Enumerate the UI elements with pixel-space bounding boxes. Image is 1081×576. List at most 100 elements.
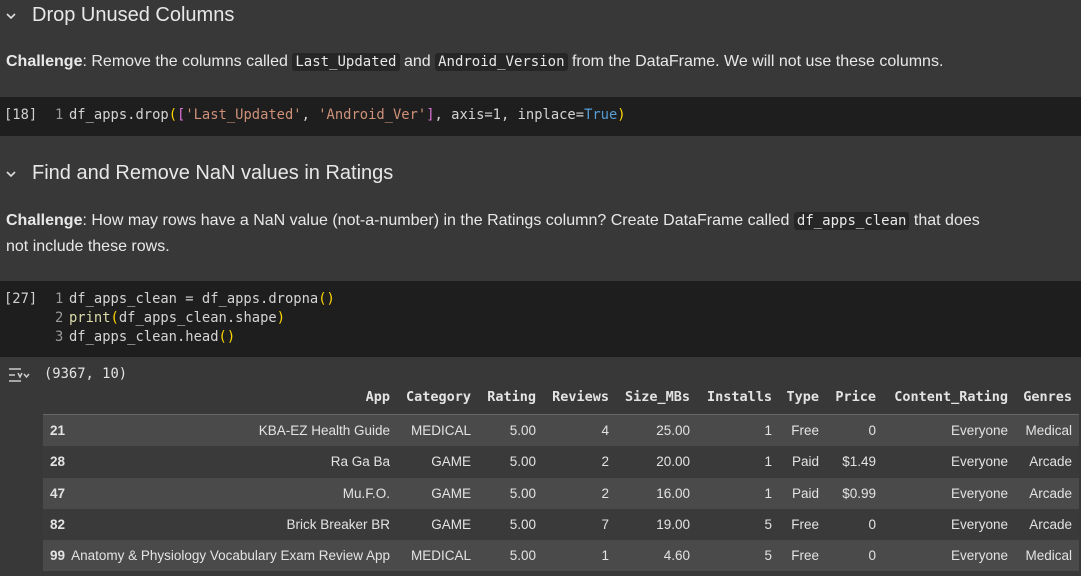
- code: ,: [301, 107, 319, 123]
- table-cell: MEDICAL: [410, 423, 471, 438]
- table-cell: 4: [601, 423, 609, 438]
- table-cell: Mu.F.O.: [342, 485, 390, 501]
- table-cell: 25.00: [656, 423, 690, 438]
- execution-count: [27]: [4, 291, 38, 307]
- table-cell: Arcade: [1029, 485, 1072, 501]
- column-header: Category: [405, 389, 471, 405]
- row-index: 82: [50, 516, 66, 532]
- text: from the DataFrame. We will not use thes…: [567, 53, 944, 70]
- table-cell: 4.60: [663, 548, 690, 564]
- bold-text: Challenge: [6, 53, 83, 70]
- code: (: [318, 291, 327, 307]
- table-cell: 16.00: [656, 485, 690, 501]
- table-row: [43, 415, 1079, 446]
- table-row: [43, 446, 1079, 478]
- code-line: df_apps_clean.head(): [69, 329, 235, 345]
- table-cell: Everyone: [950, 423, 1008, 438]
- output-text: (9367, 10): [44, 366, 128, 382]
- code: df_apps_clean.shape: [118, 310, 277, 326]
- row-index: 21: [50, 423, 66, 438]
- text: that does not include these rows.: [6, 212, 980, 255]
- line-number: 2: [55, 310, 64, 326]
- output-menu-icon[interactable]: [7, 366, 31, 384]
- table-cell: 0: [868, 516, 876, 532]
- table-cell: 5.00: [509, 454, 536, 470]
- table-cell: GAME: [431, 516, 471, 532]
- table-cell: 2: [601, 485, 609, 501]
- code: 'Last_Updated': [185, 107, 302, 123]
- table-cell: 0: [868, 548, 876, 564]
- table-cell: Free: [791, 423, 819, 438]
- header-divider: [43, 414, 1079, 415]
- column-header: Price: [835, 389, 876, 405]
- code: (: [218, 329, 227, 345]
- dataframe-table: App Category Rating Reviews Size_MBs Installs…: [43, 385, 1079, 576]
- text: : Remove the columns called: [82, 53, 293, 70]
- code: ): [276, 310, 285, 326]
- table-cell: 2: [601, 454, 609, 470]
- code: 'Android_Ver': [318, 107, 427, 123]
- table-cell: $1.49: [842, 454, 876, 470]
- collapse-toggle[interactable]: [4, 9, 18, 23]
- column-header: Content_Rating: [894, 389, 1008, 405]
- table-cell: Everyone: [950, 454, 1008, 470]
- table-cell: Free: [791, 516, 819, 532]
- table-cell: 5.00: [509, 423, 536, 438]
- table-cell: 1: [764, 454, 772, 470]
- table-cell: Everyone: [950, 516, 1008, 532]
- table-cell: Free: [791, 548, 819, 564]
- code: (: [110, 310, 119, 326]
- line-number: 3: [55, 329, 64, 345]
- code: df_apps_clean = df_apps.dropna: [69, 291, 319, 307]
- table-row: [43, 477, 1079, 509]
- column-header: Rating: [487, 389, 536, 405]
- table-cell: $0.99: [842, 485, 876, 501]
- code: (: [168, 107, 177, 123]
- inline-code: Last_Updated: [292, 53, 400, 71]
- table-cell: Medical: [1025, 548, 1072, 564]
- code: , axis=1, inplace=: [434, 107, 585, 123]
- table-cell: Arcade: [1029, 454, 1072, 470]
- line-number: 1: [55, 291, 64, 307]
- table-cell: Brick Breaker BR: [286, 516, 390, 532]
- section-heading: Find and Remove NaN values in Ratings: [32, 162, 394, 184]
- execution-count: [18]: [4, 107, 38, 123]
- table-cell: Arcade: [1029, 516, 1072, 532]
- code: df_apps.drop: [69, 107, 169, 123]
- code-cell: [27] 1 df_apps_clean = df_apps.dropna() …: [0, 281, 1081, 357]
- table-cell: 0: [868, 423, 876, 438]
- row-index: 99: [50, 548, 66, 564]
- column-header: Type: [786, 389, 819, 405]
- table-cell: Ra Ga Ba: [330, 454, 390, 470]
- table-cell: 5: [764, 548, 772, 564]
- table-cell: GAME: [431, 485, 471, 501]
- row-index: 47: [50, 485, 66, 501]
- table-cell: 19.00: [656, 516, 690, 532]
- table-row: [43, 508, 1079, 540]
- code: ]: [426, 107, 435, 123]
- markdown-text: Challenge: How may rows have a NaN value…: [6, 208, 1001, 259]
- text: and: [399, 53, 436, 70]
- code: df_apps_clean.head: [69, 329, 219, 345]
- table-cell: Anatomy & Physiology Vocabulary Exam Rev…: [71, 548, 390, 564]
- table-cell: KBA-EZ Health Guide: [258, 423, 390, 438]
- table-cell: 1: [764, 423, 772, 438]
- column-header: App: [365, 389, 390, 405]
- code: [: [177, 107, 186, 123]
- code-cell: [18] 1 df_apps.drop(['Last_Updated', 'An…: [0, 97, 1081, 136]
- table-cell: MEDICAL: [410, 548, 471, 564]
- markdown-text: Challenge: Remove the columns called Las…: [6, 49, 1006, 75]
- table-cell: 1: [764, 485, 772, 501]
- code: True: [584, 107, 618, 123]
- table-cell: 7: [601, 516, 609, 532]
- table-cell: 1: [601, 548, 609, 564]
- table-row: [43, 540, 1079, 572]
- collapse-toggle[interactable]: [4, 167, 18, 181]
- table-cell: 5: [764, 516, 772, 532]
- line-number: 1: [55, 107, 64, 123]
- code-line: df_apps_clean = df_apps.dropna(): [69, 291, 335, 307]
- table-cell: Paid: [791, 454, 819, 470]
- table-cell: 20.00: [656, 454, 690, 470]
- code: ): [326, 291, 335, 307]
